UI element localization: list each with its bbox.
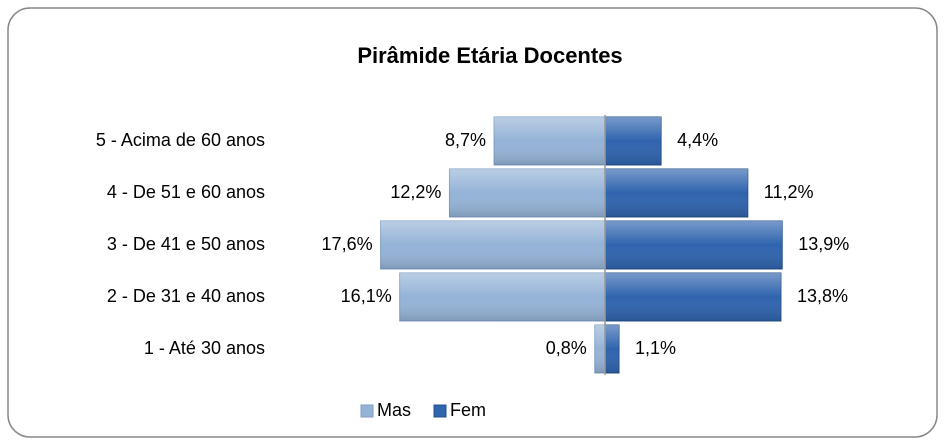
data-label: 17,6% — [322, 234, 373, 254]
data-label: 12,2% — [390, 182, 441, 202]
data-label: 8,7% — [445, 130, 486, 150]
data-label: 16,1% — [341, 286, 392, 306]
legend-label: Fem — [450, 400, 486, 420]
bar-shade — [605, 169, 748, 217]
legend-swatch — [360, 404, 374, 418]
category-label: 1 - Até 30 anos — [144, 338, 265, 358]
bar-shade — [449, 169, 605, 217]
bar-shade — [605, 273, 781, 321]
bar-shade — [605, 325, 620, 373]
category-label: 3 - De 41 e 50 anos — [107, 234, 265, 254]
data-label: 11,2% — [764, 182, 814, 202]
category-label: 4 - De 51 e 60 anos — [107, 182, 265, 202]
data-label: 0,8% — [546, 338, 587, 358]
bar-shade — [494, 117, 605, 165]
chart-title: Pirâmide Etária Docentes — [357, 43, 622, 68]
category-label: 5 - Acima de 60 anos — [96, 130, 265, 150]
bar-shade — [605, 221, 783, 269]
legend-swatch — [433, 404, 447, 418]
bar-shade — [594, 325, 605, 373]
bar-shade — [380, 221, 605, 269]
legend-label: Mas — [377, 400, 411, 420]
data-label: 13,8% — [797, 286, 848, 306]
data-label: 1,1% — [635, 338, 676, 358]
data-label: 4,4% — [677, 130, 718, 150]
bar-shade — [605, 117, 662, 165]
category-label: 2 - De 31 e 40 anos — [107, 286, 265, 306]
bar-shade — [399, 273, 605, 321]
data-label: 13,9% — [798, 234, 849, 254]
